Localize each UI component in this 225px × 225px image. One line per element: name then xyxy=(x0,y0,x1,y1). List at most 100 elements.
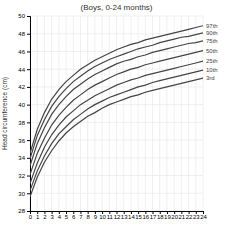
grid xyxy=(30,16,203,211)
grid-line-x xyxy=(159,16,160,211)
x-tick-label: 5 xyxy=(65,214,69,220)
x-tick: 6 xyxy=(72,211,76,220)
grid-line-x xyxy=(116,16,117,211)
x-axis: 0123456789101112131415161718192021222324 xyxy=(29,211,208,220)
grid-line-x xyxy=(102,16,103,211)
y-tick: 48 xyxy=(18,31,30,37)
grid-line-y xyxy=(30,122,203,123)
curve xyxy=(30,41,203,166)
grid-line-y xyxy=(30,51,203,52)
y-tick-mark xyxy=(27,158,30,159)
y-tick-label: 50 xyxy=(18,13,25,19)
grid-line-y xyxy=(30,16,203,17)
grid-line-y xyxy=(30,175,203,176)
x-tick-label: 7 xyxy=(79,214,83,220)
grid-line-y xyxy=(30,33,203,34)
y-tick-mark xyxy=(27,193,30,194)
curve xyxy=(30,51,203,175)
y-tick: 28 xyxy=(18,208,30,214)
y-tick: 34 xyxy=(18,155,30,161)
y-tick-mark xyxy=(27,16,30,17)
y-tick-label: 44 xyxy=(18,67,25,73)
y-tick-mark xyxy=(27,34,30,35)
y-tick-label: 40 xyxy=(18,102,25,108)
grid-line-x xyxy=(109,16,110,211)
grid-line-x xyxy=(66,16,67,211)
grid-line-x xyxy=(166,16,167,211)
y-tick: 36 xyxy=(18,138,30,144)
x-tick: 11 xyxy=(107,211,114,220)
y-axis-line xyxy=(27,17,31,212)
x-tick-label: 0 xyxy=(29,214,33,220)
x-tick: 2 xyxy=(43,211,47,220)
x-tick-label: 6 xyxy=(72,214,76,220)
x-tick-label: 1 xyxy=(36,214,40,220)
x-tick: 3 xyxy=(50,211,54,220)
curve xyxy=(30,61,203,183)
curve-label: 50th xyxy=(206,48,218,54)
curve-label: 3rd xyxy=(206,75,215,81)
x-tick: 4 xyxy=(58,211,62,220)
grid-line-x xyxy=(174,16,175,211)
y-tick: 44 xyxy=(18,67,30,73)
x-tick: 24 xyxy=(200,211,207,220)
x-tick-label: 10 xyxy=(99,214,106,220)
curve xyxy=(30,26,203,154)
x-tick-label: 3 xyxy=(50,214,54,220)
grid-line-y xyxy=(30,104,203,105)
y-tick-mark xyxy=(27,122,30,123)
y-tick-label: 48 xyxy=(18,31,25,37)
title: (Boys, 0-24 months) xyxy=(80,3,152,12)
y-tick-label: 32 xyxy=(18,173,25,179)
curve-label: 10th xyxy=(206,67,218,73)
curve-label: 90th xyxy=(206,30,218,36)
y-tick-mark xyxy=(27,105,30,106)
grid-line-x xyxy=(195,16,196,211)
x-tick: 9 xyxy=(94,211,98,220)
y-tick-mark xyxy=(27,211,30,212)
lines xyxy=(30,26,203,197)
grid-line-x xyxy=(203,16,204,211)
y-tick-mark xyxy=(27,51,30,52)
x-tick: 10 xyxy=(99,211,106,220)
grid-line-x xyxy=(87,16,88,211)
x-tick-label: 11 xyxy=(107,214,114,220)
chart: 0123456789101112131415161718192021222324… xyxy=(0,0,225,225)
grid-line-x xyxy=(138,16,139,211)
curve xyxy=(30,70,203,191)
grid-line-x xyxy=(130,16,131,211)
x-tick-label: 4 xyxy=(58,214,62,220)
y-tick-label: 46 xyxy=(18,49,25,55)
grid-line-x xyxy=(188,16,189,211)
x-tick: 1 xyxy=(36,211,40,220)
end-labels: 97th90th75th50th25th10th3rd xyxy=(206,23,218,81)
y-tick-mark xyxy=(27,140,30,141)
y-tick-mark xyxy=(27,176,30,177)
grid-line-x xyxy=(37,16,38,211)
x-tick-label: 24 xyxy=(200,214,207,220)
y-tick-label: 36 xyxy=(18,138,25,144)
grid-line-x xyxy=(73,16,74,211)
y-tick-label: 42 xyxy=(18,84,25,90)
grid-line-y xyxy=(30,69,203,70)
x-tick: 8 xyxy=(86,211,90,220)
grid-line-y xyxy=(30,140,203,141)
curve-label: 25th xyxy=(206,58,218,64)
y-tick-label: 28 xyxy=(18,208,25,214)
grid-line-y xyxy=(30,86,203,87)
grid-line-x xyxy=(58,16,59,211)
curve xyxy=(30,33,203,159)
y-axis-title: Head circumference (cm) xyxy=(1,77,9,150)
curve-label: 75th xyxy=(206,38,218,44)
y-axis: 283032343638404244464850 xyxy=(18,13,30,214)
grid-line-x xyxy=(94,16,95,211)
grid-line-y xyxy=(30,193,203,194)
y-tick: 50 xyxy=(18,13,30,19)
x-tick: 5 xyxy=(65,211,69,220)
y-tick-label: 30 xyxy=(18,191,25,197)
y-tick-mark xyxy=(27,69,30,70)
y-tick: 40 xyxy=(18,102,30,108)
y-tick: 32 xyxy=(18,173,30,179)
curve xyxy=(30,78,203,197)
x-tick: 0 xyxy=(29,211,33,220)
